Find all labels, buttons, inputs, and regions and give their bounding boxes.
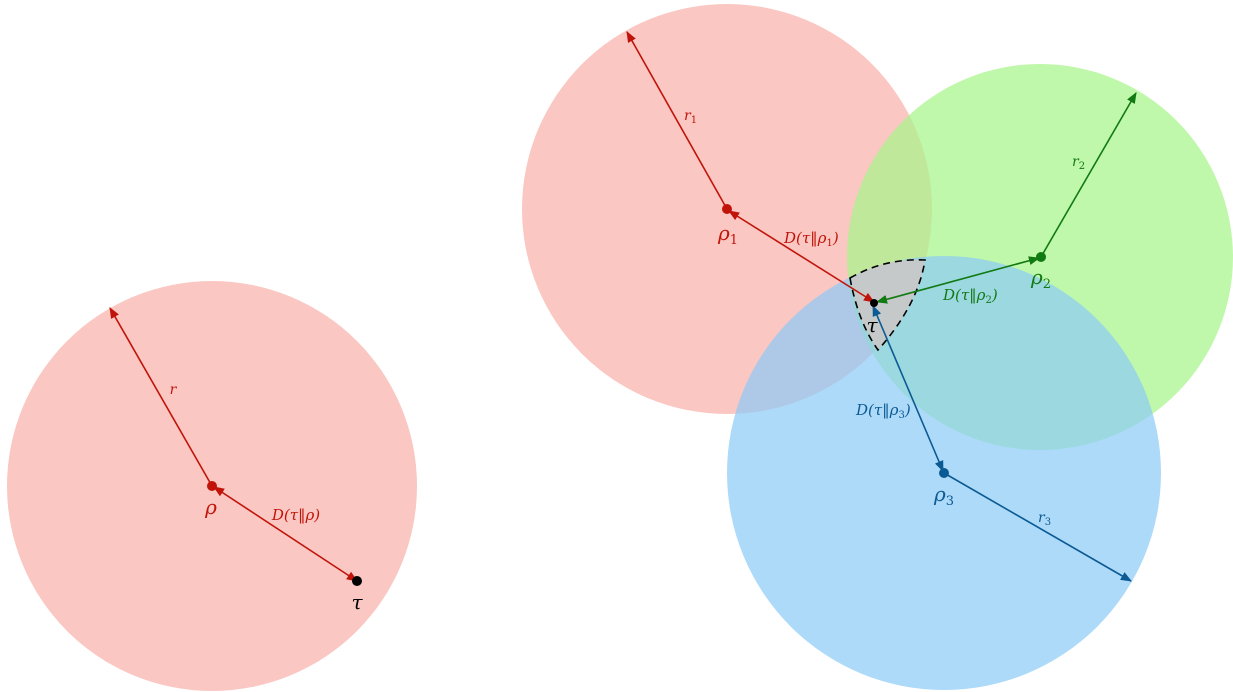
center-point-rho2 [1036, 252, 1046, 262]
point-label-tau: τ [866, 313, 878, 337]
left-diagram: r ρ D(τ‖ρ) τ [7, 281, 417, 691]
distance-label-2: D(τ‖ρ2) [942, 286, 998, 306]
point-tau [352, 576, 362, 586]
radius-label-r2: r2 [1072, 154, 1085, 172]
distance-arrow-2 [875, 256, 1041, 304]
radius-arrow-r3 [943, 472, 1132, 582]
point-tau [870, 299, 878, 307]
center-label-rho1: ρ1 [717, 221, 738, 248]
distance-label-1: D(τ‖ρ1) [783, 229, 839, 249]
radius-arrow-r [109, 307, 213, 487]
radius-label-r: r [170, 382, 178, 398]
distance-label-3: D(τ‖ρ3) [855, 401, 911, 421]
radius-arrow-r1 [626, 31, 728, 210]
center-label-rho2: ρ2 [1030, 265, 1051, 292]
center-label-rho: ρ [204, 495, 217, 519]
center-point-rho [207, 481, 217, 491]
center-point-rho3 [939, 468, 949, 478]
distance-arrow [213, 486, 358, 582]
center-point-rho1 [722, 204, 732, 214]
radius-arrow-r2 [1040, 92, 1137, 258]
radius-label-r1: r1 [684, 108, 697, 126]
distance-label: D(τ‖ρ) [271, 506, 320, 524]
distance-arrow-3 [872, 304, 944, 473]
point-label-tau: τ [351, 590, 363, 614]
distance-arrow-1 [728, 210, 875, 303]
center-label-rho3: ρ3 [933, 482, 954, 509]
right-diagram: r1 r2 r3 ρ1 ρ2 ρ3 D(τ‖ρ1) D(τ‖ρ2) D(τ‖ρ3… [522, 4, 1233, 690]
radius-label-r3: r3 [1038, 510, 1051, 528]
